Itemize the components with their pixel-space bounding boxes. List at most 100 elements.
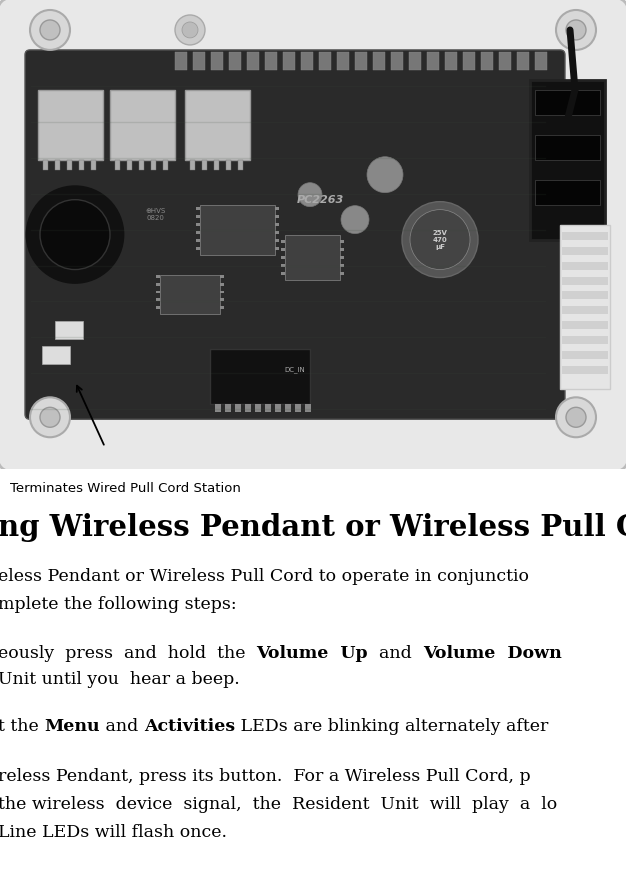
Circle shape xyxy=(182,22,198,38)
Bar xyxy=(160,275,220,315)
Bar xyxy=(275,207,279,210)
Bar xyxy=(562,306,608,315)
Bar xyxy=(79,160,84,170)
Bar xyxy=(535,52,547,70)
Bar xyxy=(185,89,250,160)
Bar xyxy=(560,225,610,389)
Bar xyxy=(319,52,331,70)
Bar xyxy=(340,264,344,267)
Bar xyxy=(196,239,200,241)
Bar xyxy=(139,160,144,170)
Bar xyxy=(373,52,385,70)
Bar xyxy=(427,52,439,70)
Text: ⊕HVS
0820: ⊕HVS 0820 xyxy=(145,208,165,221)
Bar xyxy=(391,52,403,70)
Bar xyxy=(55,322,83,339)
Circle shape xyxy=(30,397,70,438)
Bar xyxy=(55,160,60,170)
Text: eless Pendant or Wireless Pull Cord to operate in conjunctio: eless Pendant or Wireless Pull Cord to o… xyxy=(0,568,529,585)
Bar xyxy=(535,180,600,204)
Bar xyxy=(562,276,608,284)
Circle shape xyxy=(40,407,60,427)
Circle shape xyxy=(30,10,70,50)
Bar xyxy=(215,404,221,412)
Bar xyxy=(535,89,600,115)
Circle shape xyxy=(566,407,586,427)
Bar xyxy=(220,298,224,302)
Bar xyxy=(499,52,511,70)
Bar xyxy=(283,52,295,70)
Text: Volume  Down: Volume Down xyxy=(423,645,562,662)
Bar xyxy=(220,290,224,294)
Bar xyxy=(337,52,349,70)
Bar xyxy=(517,52,529,70)
Text: mplete the following steps:: mplete the following steps: xyxy=(0,596,237,613)
Bar xyxy=(196,223,200,225)
Text: Menu: Menu xyxy=(44,718,100,735)
Bar xyxy=(281,272,285,275)
Bar xyxy=(285,235,340,280)
Text: LEDs are blinking alternately after: LEDs are blinking alternately after xyxy=(235,718,548,735)
Bar xyxy=(255,404,261,412)
Bar xyxy=(235,404,241,412)
Bar xyxy=(225,404,231,412)
Circle shape xyxy=(175,15,205,45)
Bar xyxy=(210,349,310,404)
Bar xyxy=(275,239,279,241)
Bar xyxy=(340,239,344,243)
Bar xyxy=(220,282,224,286)
Bar xyxy=(196,207,200,210)
Bar xyxy=(43,160,48,170)
Circle shape xyxy=(556,10,596,50)
Circle shape xyxy=(402,202,478,277)
Bar xyxy=(196,215,200,217)
Text: PC2263: PC2263 xyxy=(296,195,344,204)
Bar xyxy=(275,404,281,412)
Bar xyxy=(275,215,279,217)
Text: eously  press  and  hold  the: eously press and hold the xyxy=(0,645,257,662)
Circle shape xyxy=(410,210,470,269)
Bar xyxy=(281,255,285,259)
Bar xyxy=(127,160,132,170)
Bar xyxy=(91,160,96,170)
Text: the wireless  device  signal,  the  Resident  Unit  will  play  a  lo: the wireless device signal, the Resident… xyxy=(0,796,557,813)
Bar xyxy=(156,306,160,310)
Text: 25V
470
µF: 25V 470 µF xyxy=(433,230,448,250)
Bar xyxy=(115,160,120,170)
Bar xyxy=(562,322,608,330)
Bar xyxy=(156,282,160,286)
Bar xyxy=(535,135,600,160)
Bar xyxy=(340,255,344,259)
Bar xyxy=(193,52,205,70)
Circle shape xyxy=(40,20,60,40)
Text: and: and xyxy=(100,718,143,735)
Circle shape xyxy=(40,200,110,269)
Bar xyxy=(463,52,475,70)
Bar xyxy=(275,231,279,233)
Bar xyxy=(285,404,291,412)
Bar xyxy=(265,404,271,412)
Bar xyxy=(211,52,223,70)
Bar xyxy=(445,52,457,70)
Bar xyxy=(305,404,311,412)
Bar xyxy=(562,246,608,254)
Text: Volume  Up: Volume Up xyxy=(257,645,368,662)
Text: DC_IN: DC_IN xyxy=(285,366,305,373)
Bar xyxy=(163,160,168,170)
Circle shape xyxy=(566,20,586,40)
FancyBboxPatch shape xyxy=(0,0,626,472)
Bar xyxy=(214,160,219,170)
Bar xyxy=(175,52,187,70)
Bar xyxy=(196,231,200,233)
Bar xyxy=(229,52,241,70)
Text: Line LEDs will flash once.: Line LEDs will flash once. xyxy=(0,824,227,841)
Bar xyxy=(265,52,277,70)
Bar xyxy=(38,89,103,160)
Bar xyxy=(156,275,160,277)
Text: Activities: Activities xyxy=(143,718,235,735)
Bar xyxy=(220,306,224,310)
Bar xyxy=(281,247,285,251)
Bar xyxy=(562,232,608,239)
Bar xyxy=(42,346,70,364)
Bar xyxy=(220,275,224,277)
